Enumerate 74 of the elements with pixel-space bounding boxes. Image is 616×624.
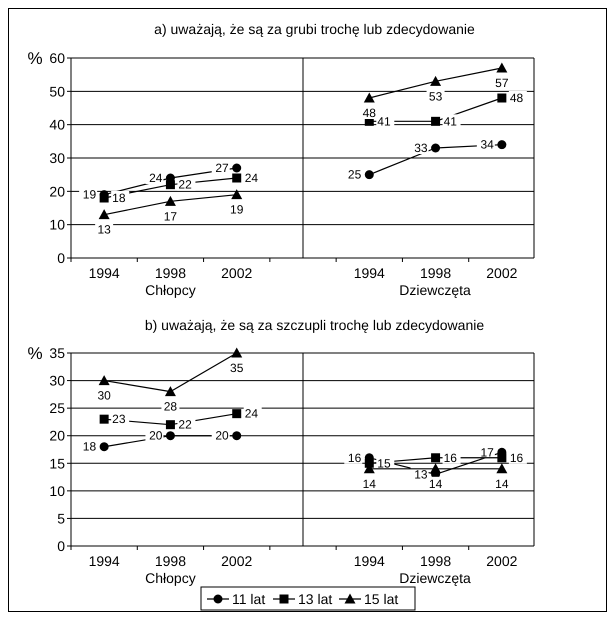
x-tick-label: 2002 <box>486 553 518 569</box>
legend-label: 15 lat <box>364 591 398 607</box>
x-axis-title: Chłopcy <box>145 570 196 586</box>
data-label: 17 <box>480 445 494 460</box>
data-label: 41 <box>377 114 391 128</box>
y-tick-label: 35 <box>49 345 66 361</box>
data-label: 15 <box>377 456 391 470</box>
data-label: 18 <box>82 440 96 454</box>
y-tick-label: 15 <box>49 455 66 472</box>
chart-title: a) uważają, że są za grubi trochę lub zdecydowanie <box>154 21 476 37</box>
x-tick-label: 2002 <box>221 553 252 569</box>
y-tick-label: 0 <box>57 538 66 554</box>
data-label: 35 <box>230 361 244 375</box>
x-tick-label: 2002 <box>221 265 252 281</box>
x-tick-label: 1994 <box>88 265 120 281</box>
y-tick-label: 20 <box>49 183 66 200</box>
data-label: 14 <box>362 476 376 491</box>
data-label: 25 <box>348 168 362 182</box>
y-tick-label: 10 <box>49 482 66 499</box>
data-label: 14 <box>495 476 509 491</box>
data-label: 20 <box>149 428 163 443</box>
y-tick-label: 20 <box>49 428 66 444</box>
data-label: 27 <box>215 161 230 175</box>
y-tick-label: 5 <box>57 510 66 526</box>
data-label: 28 <box>164 400 178 414</box>
legend-label: 11 lat <box>232 591 266 607</box>
data-label: 20 <box>215 428 230 443</box>
y-tick-label: 25 <box>49 400 66 416</box>
data-label: 48 <box>362 106 376 120</box>
data-label: 19 <box>82 188 96 202</box>
data-label: 34 <box>480 138 494 152</box>
x-tick-label: 1998 <box>420 553 452 569</box>
data-label: 17 <box>164 209 178 224</box>
x-axis-title: Chłopcy <box>145 282 196 298</box>
data-label: 16 <box>444 450 458 465</box>
y-axis-title: % <box>27 344 43 363</box>
y-axis-title: % <box>27 49 43 68</box>
y-tick-label: 50 <box>49 83 66 100</box>
y-tick-label: 0 <box>57 250 66 266</box>
chart-title: b) uważają, że są za szczupli trochę lub zdecydowanie <box>144 317 484 333</box>
y-tick-label: 60 <box>49 50 66 66</box>
data-label: 13 <box>97 222 112 237</box>
data-label: 53 <box>428 89 443 104</box>
data-label: 13 <box>414 467 428 482</box>
x-tick-label: 2002 <box>486 265 518 281</box>
data-label: 30 <box>97 388 112 403</box>
legend-label: 13 lat <box>298 591 332 607</box>
x-tick-label: 1994 <box>354 265 386 281</box>
data-label: 57 <box>495 76 509 90</box>
x-tick-label: 1998 <box>154 553 186 569</box>
x-tick-label: 1998 <box>154 265 186 281</box>
data-label: 22 <box>178 178 192 192</box>
y-tick-label: 40 <box>49 116 66 133</box>
data-label: 14 <box>428 476 443 491</box>
x-axis-title: Dziewczęta <box>399 570 472 586</box>
data-label: 22 <box>178 418 192 432</box>
data-label: 16 <box>510 450 524 465</box>
y-tick-label: 10 <box>49 216 66 233</box>
data-label: 16 <box>348 450 362 465</box>
y-tick-label: 30 <box>49 372 66 389</box>
data-label: 33 <box>414 141 428 155</box>
data-label: 18 <box>112 191 126 205</box>
data-label: 19 <box>230 202 244 217</box>
x-axis-title: Dziewczęta <box>399 282 472 298</box>
data-label: 24 <box>244 171 258 185</box>
data-label: 24 <box>149 171 163 185</box>
y-tick-label: 30 <box>49 150 66 166</box>
x-tick-label: 1998 <box>420 265 452 281</box>
data-label: 41 <box>444 114 458 128</box>
data-label: 24 <box>244 406 258 421</box>
x-tick-label: 1994 <box>88 553 120 569</box>
data-label: 23 <box>112 412 126 426</box>
x-tick-label: 1994 <box>354 553 386 569</box>
data-label: 48 <box>510 91 524 105</box>
